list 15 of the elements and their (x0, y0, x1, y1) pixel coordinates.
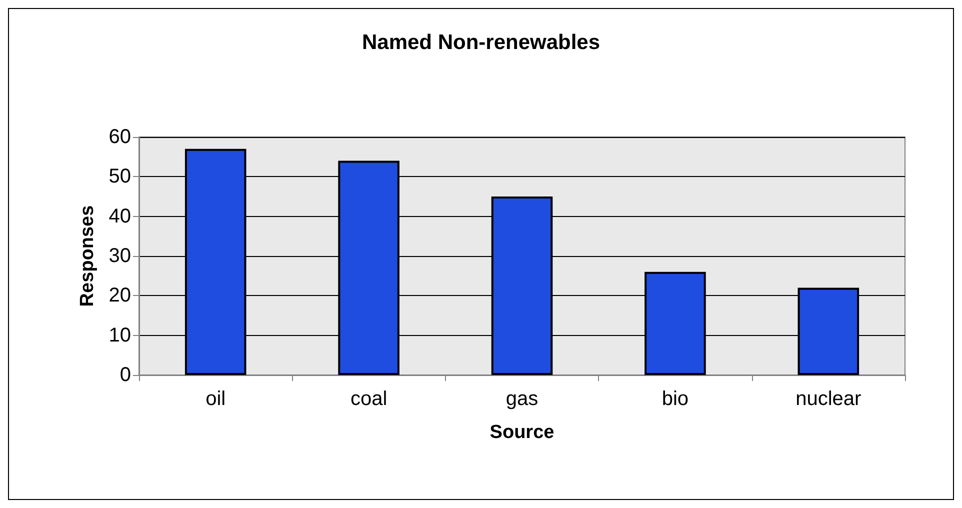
y-tick-label: 40 (108, 205, 131, 228)
chart-title: Named Non-renewables (362, 31, 600, 54)
y-tick-label: 30 (108, 245, 131, 267)
y-tick-label: 50 (108, 166, 131, 188)
x-tick-label: bio (662, 388, 689, 410)
x-axis-title: Source (490, 422, 554, 443)
y-tick-label: 20 (108, 284, 131, 307)
y-axis-title: Responses (77, 205, 98, 307)
x-tick-label: gas (506, 388, 538, 410)
y-tick-label: 10 (108, 324, 131, 346)
y-tick-label: 0 (120, 364, 131, 386)
x-tick-label: oil (206, 388, 226, 410)
x-tick-label: coal (350, 388, 388, 410)
y-tick-label: 60 (108, 126, 131, 148)
x-tick-label: nuclear (796, 388, 862, 410)
